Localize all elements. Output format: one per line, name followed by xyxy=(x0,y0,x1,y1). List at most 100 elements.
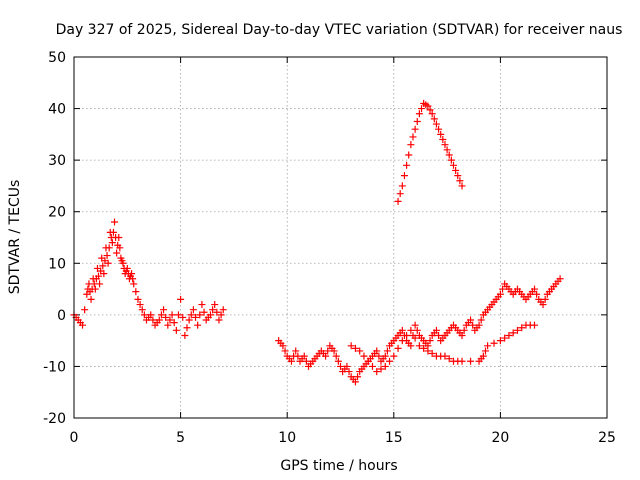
data-point-interp xyxy=(213,308,221,316)
data-point xyxy=(115,234,123,241)
data-point xyxy=(475,321,483,329)
series-3 xyxy=(347,321,539,376)
data-point xyxy=(300,352,308,360)
data-point-interp xyxy=(129,275,137,283)
data-point-interp xyxy=(332,352,340,360)
data-point xyxy=(441,141,449,149)
data-point xyxy=(111,218,119,226)
data-point xyxy=(198,301,206,309)
data-point xyxy=(407,342,415,350)
data-point-interp xyxy=(324,347,332,355)
data-point-interp xyxy=(509,329,517,337)
data-point-interp xyxy=(375,352,383,360)
data-point-interp xyxy=(351,344,359,352)
data-point-interp xyxy=(499,285,507,293)
data-point-interp xyxy=(460,326,468,334)
data-point xyxy=(138,306,146,314)
data-point-interp xyxy=(302,357,310,365)
data-point-interp xyxy=(481,347,489,355)
data-point xyxy=(351,378,359,386)
data-point xyxy=(100,270,108,278)
data-point-interp xyxy=(501,334,509,342)
data-point xyxy=(398,337,406,345)
data-point xyxy=(113,249,121,257)
data-point-interp xyxy=(81,306,89,314)
y-tick-label: 0 xyxy=(57,308,66,324)
data-point-interp xyxy=(377,365,385,373)
data-point xyxy=(398,182,406,190)
data-point-interp xyxy=(162,313,170,321)
data-point xyxy=(390,352,398,360)
data-point xyxy=(79,321,87,329)
data-point-interp xyxy=(418,105,426,113)
x-tick-label: 20 xyxy=(491,430,509,446)
data-point-interp xyxy=(157,311,165,319)
data-point-interp xyxy=(435,331,443,339)
data-point xyxy=(432,326,440,334)
y-tick-label: 40 xyxy=(48,102,66,118)
data-point xyxy=(449,161,457,169)
plot-frame xyxy=(73,56,608,419)
data-point-interp xyxy=(103,252,111,260)
data-point-interp xyxy=(149,316,157,324)
data-point-interp xyxy=(166,316,174,324)
data-point xyxy=(155,316,163,324)
data-point xyxy=(211,301,219,309)
data-point xyxy=(373,368,381,376)
data-point-interp xyxy=(109,228,117,236)
data-point xyxy=(454,172,462,180)
data-point-interp xyxy=(443,146,451,154)
data-point-interp xyxy=(541,295,549,303)
data-point-interp xyxy=(95,272,103,280)
data-point-interp xyxy=(430,115,438,123)
data-point xyxy=(505,331,513,339)
series-1 xyxy=(394,99,466,205)
data-point xyxy=(219,306,227,314)
data-point xyxy=(287,357,295,365)
data-point-interp xyxy=(187,311,195,319)
data-point xyxy=(496,290,504,298)
data-point-interp xyxy=(469,321,477,329)
data-point xyxy=(364,357,372,365)
data-point xyxy=(130,280,138,288)
data-point xyxy=(356,347,364,355)
data-point-interp xyxy=(116,244,124,252)
data-point xyxy=(279,342,287,350)
data-point xyxy=(381,362,389,370)
data-point-interp xyxy=(409,133,417,141)
data-point-interp xyxy=(354,373,362,381)
data-point xyxy=(467,316,475,324)
data-point xyxy=(411,321,419,329)
data-point xyxy=(394,197,402,205)
data-point-interp xyxy=(477,316,485,324)
data-point-interp xyxy=(140,311,148,319)
data-point xyxy=(539,301,547,309)
data-point-interp xyxy=(383,347,391,355)
data-point xyxy=(330,347,338,355)
data-point-interp xyxy=(411,334,419,342)
data-point xyxy=(556,275,564,283)
data-point-interp xyxy=(99,262,107,270)
data-point xyxy=(206,311,214,319)
y-tick-label: 10 xyxy=(48,256,66,272)
data-point-interp xyxy=(405,151,413,159)
data-point xyxy=(160,306,168,314)
data-point xyxy=(322,352,330,360)
data-point-interp xyxy=(420,344,428,352)
data-point xyxy=(424,102,432,110)
data-point xyxy=(458,357,466,365)
data-point-interp xyxy=(368,362,376,370)
data-point xyxy=(458,331,466,339)
data-point xyxy=(87,295,95,303)
data-point xyxy=(172,326,180,334)
x-axis-label: GPS time / hours xyxy=(280,458,397,474)
data-point xyxy=(343,362,351,370)
y-tick-label: 20 xyxy=(48,205,66,221)
y-tick-label: 50 xyxy=(48,50,66,66)
data-point xyxy=(215,316,223,324)
data-point-interp xyxy=(136,301,144,309)
x-tick-label: 25 xyxy=(598,430,616,446)
data-point xyxy=(147,311,155,319)
data-point-interp xyxy=(439,136,447,144)
data-point-interp xyxy=(452,166,460,174)
